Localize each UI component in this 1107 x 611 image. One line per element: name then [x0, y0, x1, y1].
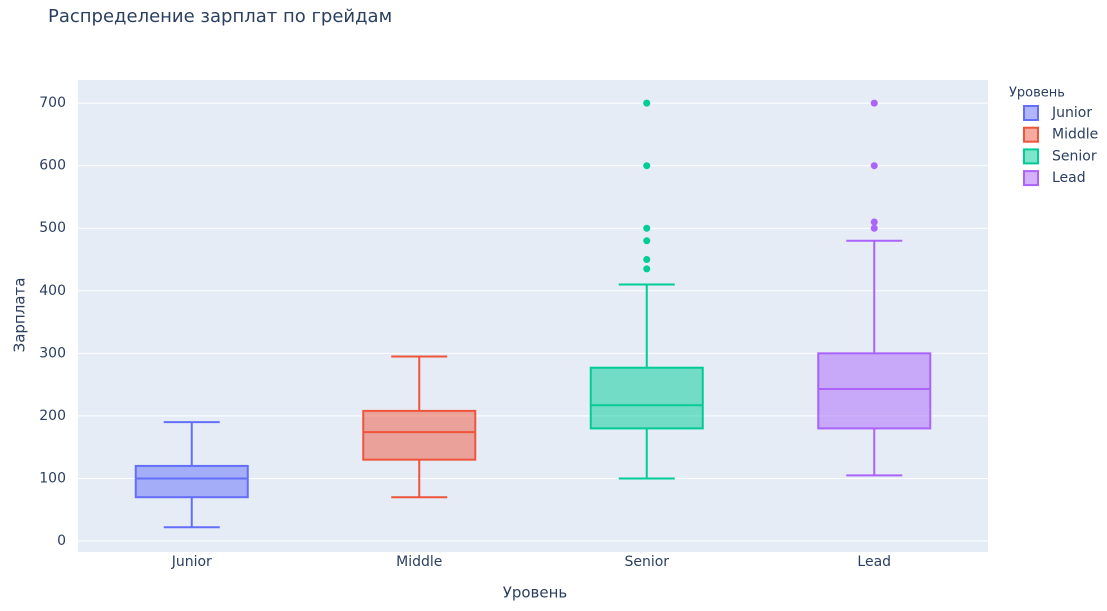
outlier: [643, 256, 651, 264]
x-tick-label: Middle: [396, 554, 442, 570]
outlier: [870, 224, 878, 232]
y-axis-title: Зарплата: [11, 278, 29, 353]
box: [134, 464, 249, 499]
legend-swatch[interactable]: [1023, 126, 1039, 143]
outlier: [643, 265, 651, 273]
legend-swatch[interactable]: [1023, 170, 1039, 187]
legend-label[interactable]: Middle: [1052, 127, 1098, 143]
y-tick-label: 500: [39, 220, 66, 236]
outlier: [643, 224, 651, 232]
x-tick-label: Junior: [171, 554, 212, 570]
chart-title: Распределение зарплат по грейдам: [48, 6, 392, 27]
box: [817, 352, 932, 430]
y-tick-label: 0: [57, 533, 66, 549]
y-tick-label: 700: [39, 95, 66, 111]
outlier: [643, 162, 651, 170]
box: [362, 409, 477, 461]
box: [589, 366, 704, 430]
y-tick-label: 300: [39, 345, 66, 361]
legend-label[interactable]: Junior: [1051, 105, 1092, 121]
y-tick-label: 100: [39, 470, 66, 486]
x-tick-label: Lead: [857, 554, 891, 570]
legend-title: Уровень: [1009, 86, 1065, 101]
legend-swatch[interactable]: [1023, 148, 1039, 165]
legend-label[interactable]: Senior: [1052, 148, 1097, 164]
legend-swatch[interactable]: [1023, 105, 1039, 121]
outlier: [643, 237, 651, 245]
x-tick-label: Senior: [624, 554, 669, 570]
y-tick-label: 200: [39, 408, 66, 424]
outlier: [870, 99, 878, 107]
outlier: [643, 99, 651, 107]
x-axis-title: Уровень: [503, 584, 568, 602]
outlier: [870, 218, 878, 226]
legend-label[interactable]: Lead: [1052, 170, 1086, 186]
y-tick-label: 400: [39, 283, 66, 299]
y-tick-label: 600: [39, 158, 66, 174]
outlier: [870, 162, 878, 170]
